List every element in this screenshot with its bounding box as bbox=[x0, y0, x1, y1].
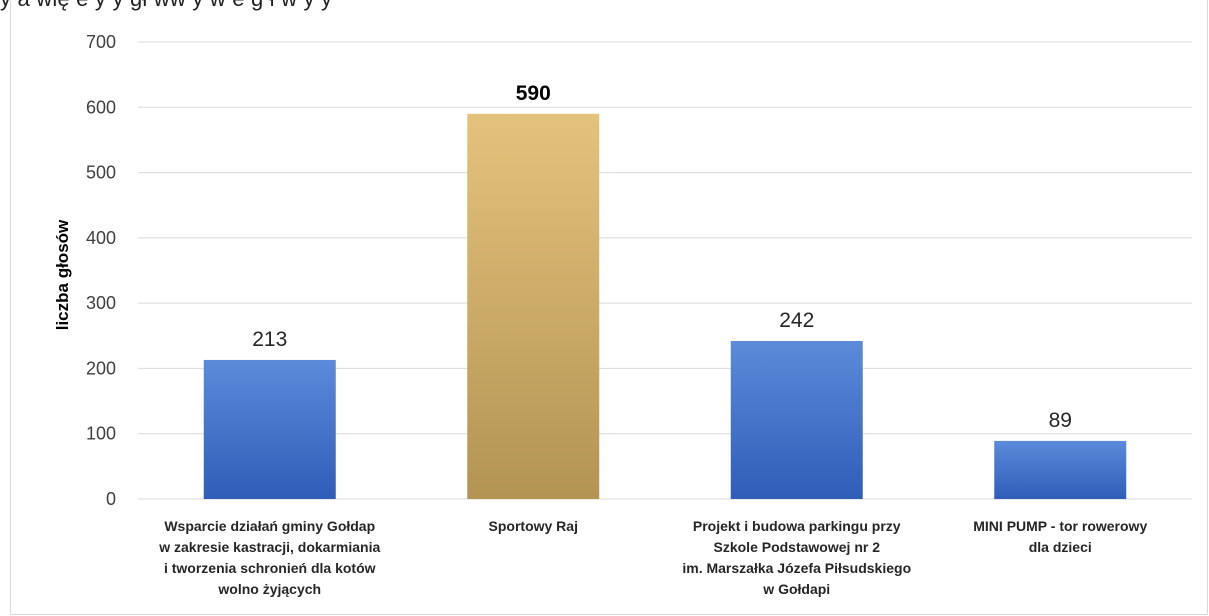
category-label-3: Projekt i budowa parkingu przy Szkole Po… bbox=[682, 518, 912, 597]
clipped-header-text: y a wię e y y gł ww y w e g ł w y y bbox=[0, 0, 1209, 12]
bar-2 bbox=[467, 113, 600, 500]
y-axis-ticks: 0 100 200 300 400 500 600 700 bbox=[86, 32, 116, 509]
data-label-2: 590 bbox=[516, 82, 551, 105]
clipped-header-strip: y a wię e y y gł ww y w e g ł w y y bbox=[0, 0, 1209, 12]
data-label-4: 89 bbox=[1049, 409, 1072, 432]
y-tick-label-400: 400 bbox=[86, 228, 116, 248]
category-label-1: Wsparcie działań gminy Gołdap w zakresie… bbox=[159, 518, 381, 597]
y-tick-label-700: 700 bbox=[86, 32, 116, 52]
data-labels: 213 590 242 89 bbox=[252, 82, 1072, 432]
bars bbox=[203, 113, 1127, 500]
bar-3 bbox=[730, 341, 863, 499]
y-tick-label-500: 500 bbox=[86, 163, 116, 183]
category-label-2: Sportowy Raj bbox=[488, 518, 578, 534]
bar-4 bbox=[994, 440, 1127, 499]
y-axis-label: liczba głosów bbox=[53, 219, 72, 330]
data-label-1: 213 bbox=[252, 328, 287, 351]
data-label-3: 242 bbox=[779, 309, 814, 332]
y-tick-label-200: 200 bbox=[86, 358, 116, 378]
category-label-4: MINI PUMP - tor rowerowy dla dzieci bbox=[973, 518, 1148, 555]
y-tick-label-100: 100 bbox=[86, 424, 116, 444]
y-tick-label-300: 300 bbox=[86, 293, 116, 313]
y-tick-label-600: 600 bbox=[86, 97, 116, 117]
y-tick-label-0: 0 bbox=[106, 489, 116, 509]
bar-1 bbox=[203, 359, 336, 499]
chart-frame bbox=[10, 0, 1208, 615]
